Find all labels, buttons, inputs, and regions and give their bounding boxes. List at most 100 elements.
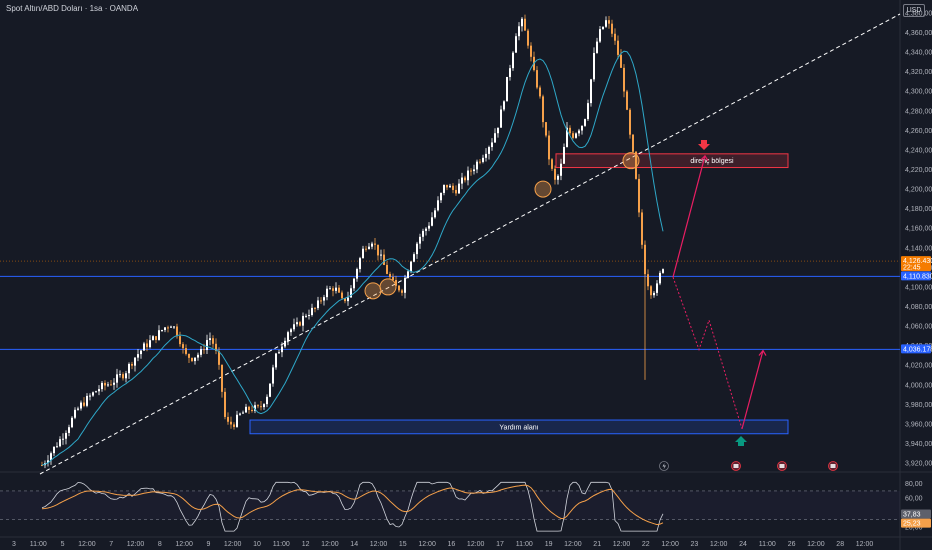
candle-down (224, 391, 226, 417)
candle-down (392, 276, 394, 281)
candle-up (140, 350, 142, 355)
y-tick-label: 4,360,000 (905, 30, 932, 37)
candle-up (197, 354, 199, 358)
candle-down (104, 382, 106, 386)
arrowhead (700, 154, 709, 162)
candle-up (68, 427, 70, 433)
candle-up (605, 20, 607, 27)
arrowhead (758, 349, 767, 356)
x-tick-label: 10 (253, 541, 261, 548)
candle-up (119, 374, 121, 376)
x-tick-label: 12:00 (370, 541, 388, 548)
candle-up (593, 52, 595, 80)
y-tick-label: 4,060,000 (905, 324, 932, 331)
rsi-band (0, 490, 900, 520)
candle-up (245, 406, 247, 413)
x-tick-label: 12:00 (661, 541, 679, 548)
projection-dotted-path (672, 276, 743, 429)
candle-up (596, 41, 598, 53)
candle-down (647, 274, 649, 287)
candle-up (86, 395, 88, 406)
highlight-circle (379, 278, 397, 296)
x-tick-label: 12:00 (175, 541, 193, 548)
candle-down (41, 465, 43, 467)
candle-up (95, 391, 97, 393)
candle-up (323, 297, 325, 301)
candle-up (152, 336, 154, 341)
price-tag-label: 4,126.430 (903, 258, 932, 265)
candle-down (638, 178, 640, 213)
x-tick-label: 12 (302, 541, 310, 548)
x-tick-label: 15 (399, 541, 407, 548)
candle-up (404, 278, 406, 293)
candle-up (443, 184, 445, 193)
candle-up (62, 438, 64, 440)
candle-down (569, 127, 571, 134)
rsi-tag-label: 37,83 (903, 512, 921, 519)
candle-up (602, 26, 604, 30)
y-tick-label: 4,000,000 (905, 382, 932, 389)
currency-button[interactable]: USD (903, 4, 925, 17)
candle-up (440, 192, 442, 201)
x-tick-label: 12:00 (467, 541, 485, 548)
candle-up (371, 243, 373, 247)
candle-down (332, 288, 334, 291)
x-tick-label: 12:00 (807, 541, 825, 548)
candle-down (395, 280, 397, 286)
candle-up (134, 357, 136, 366)
candle-up (497, 127, 499, 134)
candle-up (512, 52, 514, 69)
candle-down (632, 134, 634, 152)
candle-up (494, 133, 496, 143)
y-tick-label: 4,340,000 (905, 50, 932, 57)
candle-up (431, 217, 433, 226)
x-tick-label: 8 (158, 541, 162, 548)
candle-up (467, 170, 469, 181)
candle-up (506, 77, 508, 102)
x-tick-label: 7 (109, 541, 113, 548)
candle-up (125, 373, 127, 379)
candle-down (530, 45, 532, 57)
candle-down (635, 151, 637, 179)
candle-up (488, 147, 490, 154)
candle-down (176, 326, 178, 337)
candle-up (272, 367, 274, 384)
candle-down (185, 348, 187, 354)
candle-up (302, 315, 304, 326)
candle-up (518, 26, 520, 37)
candle-down (182, 344, 184, 349)
y-tick-label: 4,320,000 (905, 69, 932, 76)
candle-up (242, 412, 244, 414)
candle-up (74, 409, 76, 418)
flag-icon-glyph (830, 464, 836, 468)
candle-up (296, 322, 298, 325)
candle-down (398, 285, 400, 291)
candle-down (470, 170, 472, 172)
candle-up (458, 183, 460, 194)
down-arrow-icon (698, 140, 710, 150)
candle-up (584, 119, 586, 126)
candle-up (599, 29, 601, 42)
y-tick-label: 3,960,000 (905, 421, 932, 428)
up-arrow-icon (735, 436, 747, 446)
candle-up (209, 338, 211, 341)
x-tick-label: 17 (496, 541, 504, 548)
support-zone-label: Yardım alanı (499, 424, 538, 431)
candle-up (653, 292, 655, 296)
candle-down (479, 161, 481, 163)
candle-down (455, 189, 457, 194)
candle-down (155, 336, 157, 340)
candle-up (461, 177, 463, 184)
candle-down (191, 357, 193, 362)
x-tick-label: 23 (691, 541, 699, 548)
x-tick-label: 11:00 (30, 541, 47, 548)
support-zone (249, 419, 789, 435)
chart-title: Spot Altın/ABD Doları · 1sa · OANDA (6, 4, 139, 13)
candle-down (131, 363, 133, 366)
candle-down (215, 343, 217, 351)
candle-up (563, 146, 565, 164)
candle-down (365, 248, 367, 250)
candle-up (311, 307, 313, 315)
candle-down (233, 424, 235, 427)
